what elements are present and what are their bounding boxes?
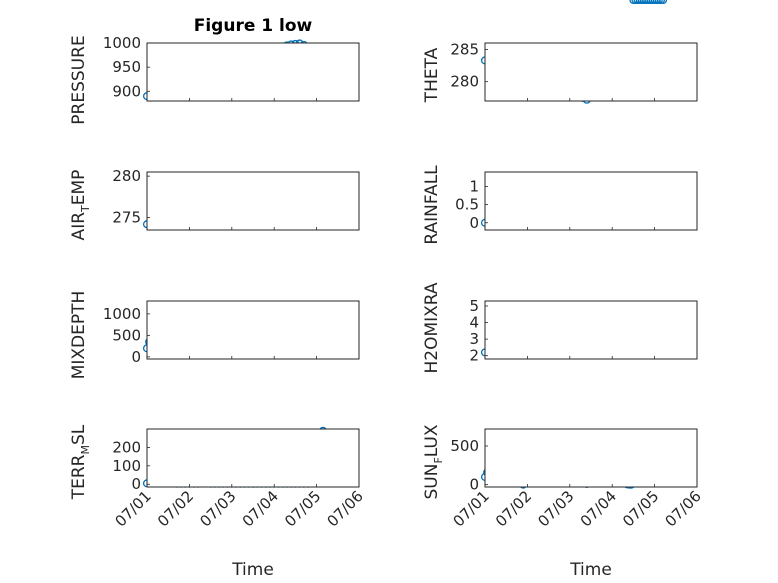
y-axis-label-part: TERR <box>69 454 89 500</box>
y-axis-label-part: SL <box>69 424 89 445</box>
y-tick-label: 0 <box>131 475 141 493</box>
axes-frame <box>146 300 360 360</box>
y-axis-label: TERRMSL <box>69 424 92 500</box>
y-axis-label-part: MIXDEPTH <box>69 291 89 380</box>
y-tick-label: 280 <box>112 167 141 185</box>
data-point <box>659 0 668 5</box>
x-tick-label: 07/01 <box>112 487 155 530</box>
y-axis-label: MIXDEPTH <box>69 291 89 380</box>
axes-frame <box>484 428 698 488</box>
figure-title: Figure 1 low <box>194 16 313 36</box>
x-tick-label: 07/02 <box>154 487 197 530</box>
y-axis-label: RAINFALL <box>422 165 442 245</box>
axes-frame <box>146 171 360 231</box>
y-axis-label-part: PRESSURE <box>69 35 89 124</box>
axes-frame <box>484 171 698 231</box>
y-axis-label-part: THETA <box>422 47 442 103</box>
y-tick-label: 0 <box>131 348 141 366</box>
x-tick-label: 07/05 <box>281 487 324 530</box>
x-tick-label: 07/06 <box>662 487 705 530</box>
y-axis-label: AIRTEMP <box>69 170 92 241</box>
y-tick-label: 1000 <box>103 34 141 52</box>
y-tick-label: 4 <box>469 314 479 332</box>
subplot-theta: 280 285 THETA <box>422 40 698 104</box>
y-axis-label-part: RAINFALL <box>422 165 442 245</box>
y-axis-label-part: LUX <box>422 424 442 457</box>
y-axis-label: H2OMIXRA <box>422 282 442 373</box>
y-axis-label: PRESSURE <box>69 35 89 124</box>
y-axis-label-part: T <box>79 205 92 213</box>
y-tick-label: 200 <box>112 438 141 456</box>
y-tick-label: 500 <box>112 326 141 344</box>
subplot-rainfall: 00.51 RAINFALL <box>422 165 698 245</box>
x-tick-label: 07/04 <box>577 487 620 530</box>
x-tick-label: 07/02 <box>492 487 535 530</box>
y-axis-label-part: AIR <box>69 212 89 241</box>
axes-frame <box>484 42 698 102</box>
y-axis-label-part: M <box>79 445 92 455</box>
y-tick-label: 1 <box>469 178 479 196</box>
x-tick-label: 07/05 <box>619 487 662 530</box>
y-tick-label: 5 <box>469 297 479 315</box>
y-tick-label: 0 <box>469 476 479 494</box>
y-tick-label: 0.5 <box>455 196 479 214</box>
x-axis-label: Time <box>231 560 274 580</box>
x-tick-label: 07/04 <box>239 487 282 530</box>
y-tick-label: 280 <box>450 73 479 91</box>
x-tick-label: 07/06 <box>324 487 367 530</box>
y-tick-label: 950 <box>112 58 141 76</box>
y-tick-label: 0 <box>469 214 479 232</box>
axes-frame <box>146 428 360 488</box>
y-axis-label: SUNFLUX <box>422 424 445 499</box>
axes-frame <box>146 42 360 102</box>
subplot-pressure: 900 950 1000 PRESSURE Figure 1 low <box>69 16 360 125</box>
y-tick-label: 900 <box>112 82 141 100</box>
y-axis-label: THETA <box>422 47 442 103</box>
x-tick-label: 07/03 <box>534 487 577 530</box>
y-tick-label: 3 <box>469 330 479 348</box>
subplot-mixdepth: 0 500 1000 MIXDEPTH <box>69 291 360 380</box>
axes-frame <box>484 300 698 360</box>
y-tick-label: 1000 <box>103 305 141 323</box>
y-tick-label: 2 <box>469 347 479 365</box>
y-tick-label: 285 <box>450 40 479 58</box>
x-tick-label: 07/03 <box>196 487 239 530</box>
subplot-air_temp: 275 280 AIRTEMP <box>69 167 360 241</box>
y-axis-label-part: SUN <box>422 464 442 500</box>
y-axis-label-part: H2OMIXRA <box>422 282 442 373</box>
x-axis-label: Time <box>569 560 612 580</box>
y-tick-label: 275 <box>112 209 141 227</box>
y-tick-label: 500 <box>450 437 479 455</box>
y-tick-label: 100 <box>112 457 141 475</box>
y-axis-label-part: EMP <box>69 170 89 206</box>
y-axis-label-part: F <box>432 457 445 463</box>
